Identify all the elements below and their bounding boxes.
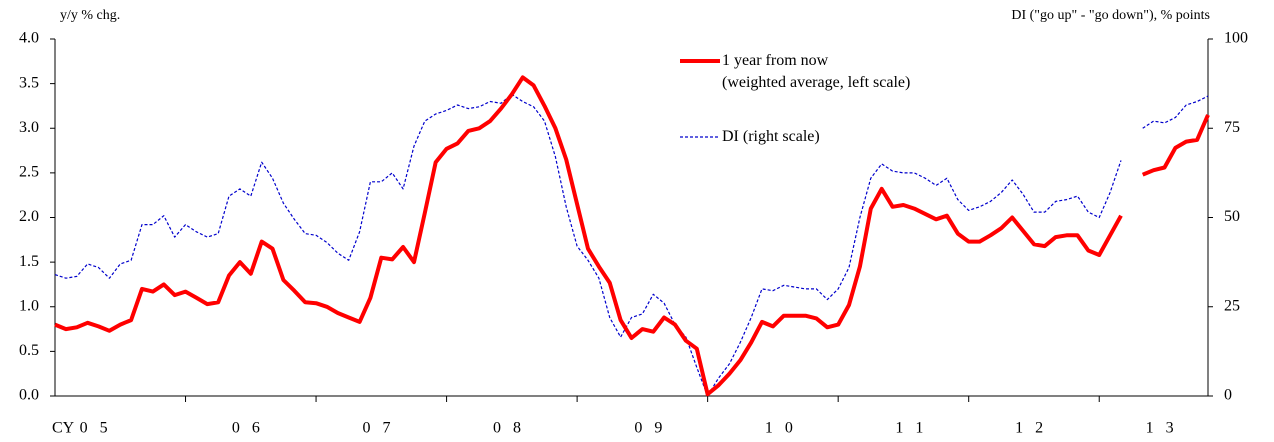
x-tick-label: 1 2 — [1015, 420, 1047, 437]
y2-tick-label: 50 — [1224, 208, 1240, 225]
y2-tick-label: 100 — [1224, 30, 1248, 47]
y-tick-label: 0.0 — [19, 387, 39, 404]
y2-tick-label: 75 — [1224, 119, 1240, 136]
x-tick-label: 0 6 — [232, 420, 264, 437]
series-line — [54, 75, 1210, 397]
x-tick-label: 1 1 — [895, 420, 927, 437]
series-line — [54, 93, 1209, 397]
y2-tick-label: 0 — [1224, 387, 1232, 404]
x-tick-label: 0 8 — [493, 420, 525, 437]
x-tick-label: 1 0 — [765, 420, 797, 437]
x-tick-label: 0 5 — [80, 420, 112, 437]
y-tick-label: 3.5 — [19, 74, 39, 91]
y-tick-label: 3.0 — [19, 119, 39, 136]
y-tick-label: 0.5 — [19, 342, 39, 359]
y-axis-title: y/y % chg. — [60, 8, 120, 23]
y-tick-label: 4.0 — [19, 30, 39, 47]
legend-label: 1 year from now (weighted average, left … — [722, 52, 911, 91]
y2-tick-label: 25 — [1224, 297, 1240, 314]
x-tick-label: 0 7 — [362, 420, 394, 437]
y-tick-label: 2.5 — [19, 164, 39, 181]
y2-axis-title: DI ("go up" - "go down"), % points — [1011, 8, 1210, 23]
y-tick-label: 1.0 — [19, 297, 39, 314]
x-tick-label: 0 9 — [634, 420, 666, 437]
y-tick-label: 2.0 — [19, 208, 39, 225]
x-tick-label: 1 3 — [1146, 420, 1178, 437]
x-axis-title: CY — [52, 420, 75, 437]
legend-label: DI (right scale) — [722, 128, 820, 145]
y-tick-label: 1.5 — [19, 253, 39, 270]
